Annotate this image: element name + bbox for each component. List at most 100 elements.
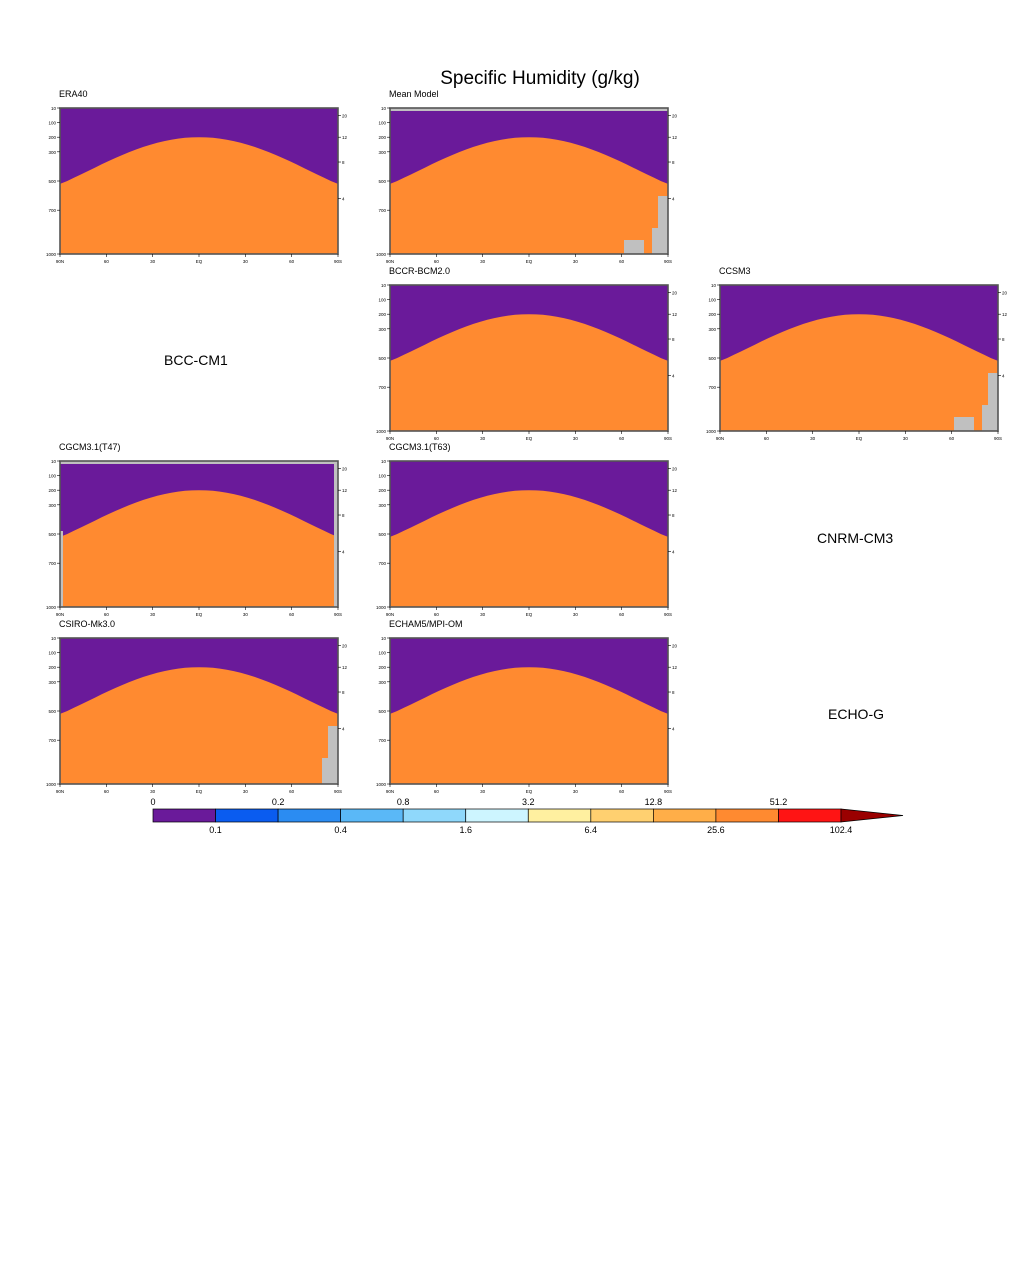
contour-band	[390, 314, 668, 431]
y-tick-label: 100	[48, 121, 56, 126]
x-tick-label: 30	[480, 612, 486, 617]
y-tick-label: 500	[378, 179, 386, 184]
x-tick-label: EQ	[526, 436, 533, 441]
x-tick-label: 30	[573, 789, 579, 794]
y-right-tick-label: 8	[342, 690, 345, 695]
missing-area	[982, 373, 998, 431]
y-right-tick-label: 8	[342, 513, 345, 518]
x-tick-label: 90S	[334, 259, 342, 264]
missing-area	[334, 461, 338, 607]
x-tick-label: 60	[619, 612, 625, 617]
x-tick-label: 30	[243, 612, 249, 617]
y-right-tick-label: 20	[342, 466, 348, 471]
y-tick-label: 200	[378, 312, 386, 317]
y-right-tick-label: 12	[342, 488, 348, 493]
y-right-tick-label: 20	[1002, 290, 1008, 295]
colorbar-box	[465, 808, 529, 823]
y-tick-label: 300	[48, 503, 56, 508]
x-tick-label: 60	[434, 259, 440, 264]
y-right-tick-label: 8	[672, 690, 675, 695]
colorbar-box	[277, 808, 341, 823]
y-tick-label: 1000	[46, 605, 57, 610]
colorbar-box	[340, 808, 404, 823]
colorbar-box	[653, 808, 717, 823]
colorbar-box	[215, 808, 279, 823]
x-tick-label: EQ	[526, 789, 533, 794]
x-tick-label: 60	[619, 259, 625, 264]
x-tick-label: 60	[104, 259, 110, 264]
y-right-tick-label: 20	[672, 290, 678, 295]
x-tick-label: 90N	[386, 789, 394, 794]
y-tick-label: 200	[378, 135, 386, 140]
y-right-tick-label: 4	[672, 197, 675, 202]
x-tick-label: 60	[289, 259, 295, 264]
y-right-tick-label: 12	[1002, 312, 1008, 317]
panel-title: CSIRO-Mk3.0	[59, 619, 115, 629]
x-tick-label: 90N	[386, 259, 394, 264]
missing-model-label: ECHO-G	[828, 706, 884, 722]
x-tick-label: 30	[243, 259, 249, 264]
colorbar-label-top: 51.2	[770, 797, 788, 807]
x-tick-label: 90S	[664, 259, 672, 264]
y-tick-label: 700	[378, 385, 386, 390]
y-right-tick-label: 8	[342, 160, 345, 165]
panel-title: BCCR-BCM2.0	[389, 266, 450, 276]
panel: CGCM3.1(T47) 10 100 200 300 500 700 1000 20 12 8 4 9…	[46, 442, 348, 617]
y-tick-label: 300	[378, 150, 386, 155]
contour-band	[390, 490, 668, 607]
x-tick-label: 60	[619, 436, 625, 441]
x-tick-label: 60	[434, 612, 440, 617]
y-tick-label: 200	[48, 488, 56, 493]
colorbar-box	[715, 808, 779, 823]
colorbar-box	[527, 808, 592, 823]
y-tick-label: 10	[381, 636, 387, 641]
missing-area	[322, 726, 338, 784]
x-tick-label: 30	[480, 436, 486, 441]
x-tick-label: 30	[150, 612, 156, 617]
y-tick-label: 1000	[706, 429, 717, 434]
y-tick-label: 100	[48, 474, 56, 479]
panel: ECHAM5/MPI-OM 10 100 200 300 500 700 1000 20 12 8 4…	[376, 619, 678, 794]
contour-band	[60, 667, 338, 784]
colorbar-label-bottom: 0.4	[334, 825, 347, 835]
y-tick-label: 100	[378, 651, 386, 656]
y-tick-label: 100	[378, 474, 386, 479]
y-tick-label: 200	[378, 665, 386, 670]
x-tick-label: 90S	[994, 436, 1002, 441]
y-tick-label: 700	[378, 738, 386, 743]
y-tick-label: 300	[378, 680, 386, 685]
y-tick-label: 10	[381, 459, 387, 464]
y-right-tick-label: 20	[672, 113, 678, 118]
y-right-tick-label: 20	[342, 113, 348, 118]
missing-area	[652, 196, 668, 254]
colorbar-label-bottom: 1.6	[459, 825, 472, 835]
contour-band	[390, 667, 668, 784]
x-tick-label: EQ	[196, 259, 203, 264]
panel: ERA40 10 100 200 300 500 700 1000 20 12 8 4 90N 60 30 E…	[46, 89, 348, 264]
x-tick-label: 60	[619, 789, 625, 794]
y-tick-label: 500	[48, 179, 56, 184]
y-right-tick-label: 20	[342, 643, 348, 648]
x-tick-label: 60	[289, 789, 295, 794]
x-tick-label: 60	[764, 436, 770, 441]
y-right-tick-label: 8	[1002, 337, 1005, 342]
y-tick-label: 1000	[46, 782, 57, 787]
y-tick-label: 200	[378, 488, 386, 493]
x-tick-label: 30	[573, 612, 579, 617]
y-tick-label: 1000	[376, 782, 387, 787]
y-tick-label: 300	[48, 150, 56, 155]
y-right-tick-label: 4	[342, 727, 345, 732]
x-tick-label: 30	[903, 436, 909, 441]
y-right-tick-label: 8	[672, 160, 675, 165]
colorbar-box	[402, 808, 467, 823]
colorbar-box	[152, 808, 216, 823]
y-tick-label: 10	[381, 106, 387, 111]
panel-title: ERA40	[59, 89, 88, 99]
panel-title: ECHAM5/MPI-OM	[389, 619, 463, 629]
x-tick-label: 60	[104, 612, 110, 617]
y-right-tick-label: 4	[1002, 374, 1005, 379]
missing-area	[390, 108, 668, 111]
y-right-tick-label: 8	[672, 513, 675, 518]
missing-area	[954, 417, 974, 431]
